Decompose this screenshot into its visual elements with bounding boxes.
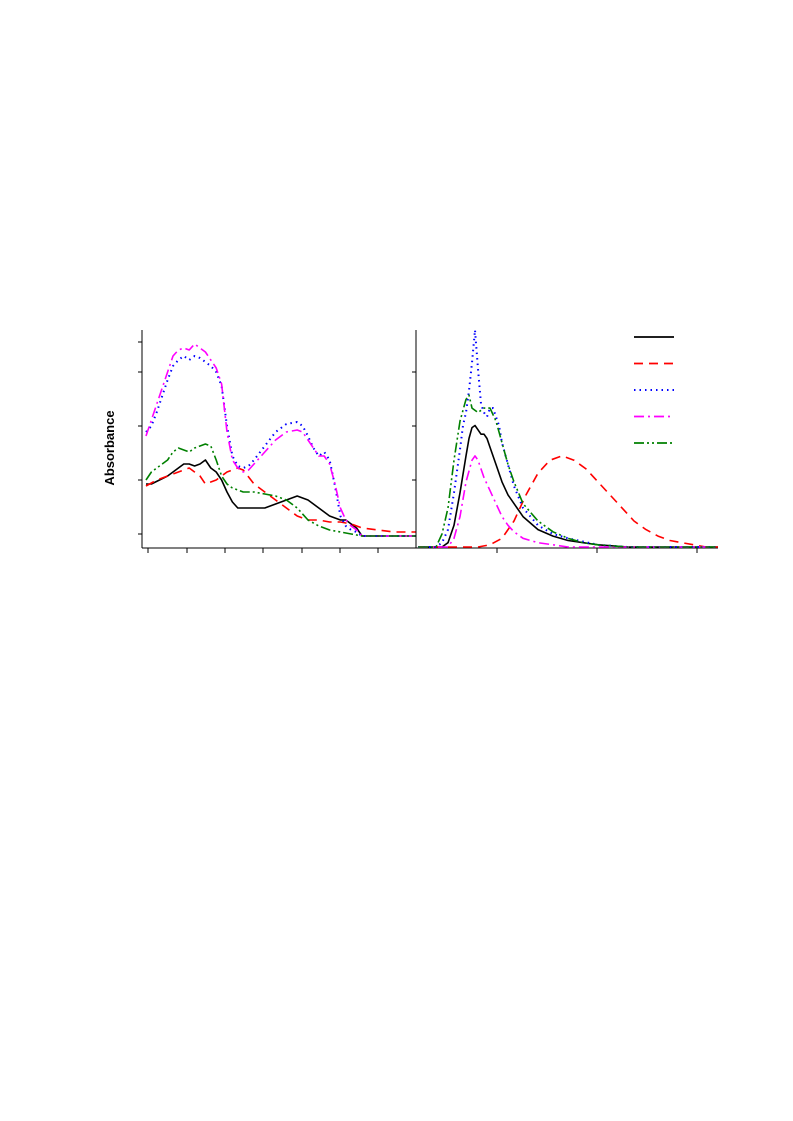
legend xyxy=(634,336,674,444)
left-series-5-line xyxy=(145,443,416,537)
right-series-group xyxy=(418,329,718,548)
right-series-4-line xyxy=(418,455,718,548)
left-series-3-line xyxy=(145,355,416,537)
right-panel xyxy=(412,329,718,553)
left-panel: Absorbance xyxy=(102,330,416,553)
left-series-group xyxy=(145,343,416,537)
right-ticks xyxy=(412,371,698,553)
y-axis-label: Absorbance xyxy=(102,410,117,485)
right-series-3-line xyxy=(418,329,718,548)
right-series-2-line xyxy=(418,455,718,548)
left-series-2-line xyxy=(145,467,416,533)
left-series-4-line xyxy=(145,343,416,537)
left-ticks xyxy=(138,341,379,553)
right-series-1-line xyxy=(418,424,718,548)
